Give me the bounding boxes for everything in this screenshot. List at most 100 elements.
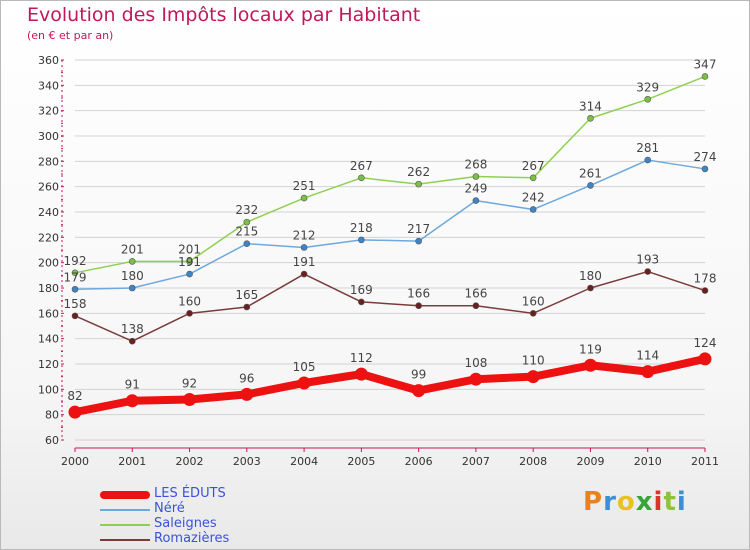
- data-point: [472, 302, 480, 310]
- data-label: 274: [694, 150, 717, 164]
- data-point: [243, 303, 251, 311]
- data-point: [183, 392, 197, 406]
- data-point: [300, 270, 308, 278]
- logo-letter: r: [603, 487, 617, 517]
- legend-label-saleignes: Saleignes: [154, 516, 217, 531]
- data-point: [186, 270, 193, 278]
- logo-letter: o: [616, 487, 636, 517]
- x-tick-label: 2003: [233, 455, 261, 468]
- data-point: [472, 173, 480, 180]
- data-label: 192: [64, 254, 87, 268]
- series-line: [71, 354, 709, 417]
- x-tick-label: 2001: [118, 455, 146, 468]
- chart-title: Evolution des Impôts locaux par Habitant: [27, 4, 421, 26]
- data-label: 268: [464, 158, 487, 172]
- data-point: [128, 284, 136, 292]
- data-label: 249: [464, 182, 487, 196]
- series-line: [74, 75, 706, 274]
- data-point: [641, 365, 655, 379]
- y-tick-label: 80: [45, 409, 59, 422]
- data-label: 267: [522, 159, 545, 173]
- data-point: [529, 310, 537, 317]
- data-point: [701, 165, 709, 173]
- data-label: 179: [64, 270, 87, 284]
- data-point: [415, 237, 422, 245]
- data-label: 158: [64, 297, 87, 311]
- data-point: [71, 312, 79, 320]
- data-point: [354, 367, 368, 381]
- x-tick-label: 2010: [634, 455, 662, 468]
- data-label: 261: [579, 166, 602, 180]
- y-tick-label: 160: [38, 307, 59, 320]
- data-point: [358, 174, 365, 182]
- logo-letter: P: [583, 487, 604, 517]
- y-tick-label: 200: [38, 257, 59, 270]
- y-tick-label: 300: [38, 130, 59, 143]
- logo-letter: x: [635, 487, 654, 517]
- data-point: [526, 370, 540, 384]
- data-label: 114: [636, 349, 659, 363]
- data-label: 165: [235, 288, 258, 302]
- data-point: [128, 258, 136, 265]
- data-label: 160: [522, 294, 545, 308]
- data-label: 180: [579, 269, 602, 283]
- data-point: [415, 302, 422, 310]
- data-point: [412, 384, 426, 398]
- y-tick-label: 60: [45, 434, 59, 447]
- data-point: [243, 218, 251, 226]
- data-label: 212: [293, 228, 316, 242]
- data-label: 329: [636, 80, 659, 94]
- data-point: [644, 268, 652, 275]
- data-point: [701, 287, 709, 294]
- legend-label-les-eduts: LES ÉDUTS: [154, 486, 226, 501]
- x-tick-label: 2009: [576, 455, 604, 468]
- y-tick-label: 140: [38, 333, 59, 346]
- legend-label-nere: Néré: [154, 501, 185, 516]
- y-tick-label: 240: [38, 206, 59, 219]
- data-point: [125, 394, 139, 408]
- y-tick-label: 280: [38, 155, 59, 168]
- legend-swatch-romazieres: [100, 539, 150, 541]
- y-tick-label: 100: [38, 383, 59, 396]
- x-tick-label: 2008: [519, 455, 547, 468]
- data-label: 166: [464, 287, 487, 301]
- data-label: 267: [350, 159, 373, 173]
- data-label: 105: [293, 360, 316, 374]
- data-point: [587, 114, 594, 122]
- data-label: 108: [464, 356, 487, 370]
- y-tick-label: 180: [38, 282, 59, 295]
- x-tick-label: 2005: [347, 455, 375, 468]
- data-point: [472, 197, 480, 204]
- data-label: 193: [636, 253, 659, 267]
- x-tick-label: 2002: [176, 455, 204, 468]
- x-tick-label: 2011: [691, 455, 719, 468]
- data-label: 262: [407, 165, 430, 179]
- data-label: 242: [522, 190, 545, 204]
- legend-swatch-saleignes: [100, 524, 150, 526]
- data-point: [68, 405, 82, 419]
- y-tick-label: 360: [38, 54, 59, 67]
- data-point: [186, 310, 193, 317]
- legend-label-romazieres: Romazières: [154, 531, 230, 546]
- data-label: 138: [121, 322, 144, 336]
- data-label: 119: [579, 342, 602, 356]
- x-tick-label: 2004: [290, 455, 318, 468]
- x-tick-label: 2006: [405, 455, 433, 468]
- y-tick-label: 340: [38, 79, 59, 92]
- data-point: [297, 376, 311, 390]
- data-label: 218: [350, 221, 373, 235]
- y-tick-label: 260: [38, 181, 59, 194]
- x-tick-label: 2007: [462, 455, 490, 468]
- y-tick-label: 320: [38, 105, 59, 118]
- data-point: [71, 269, 79, 277]
- data-point: [644, 95, 652, 103]
- data-label: 217: [407, 222, 430, 236]
- data-point: [529, 174, 537, 182]
- series-line: [74, 270, 706, 342]
- data-point: [583, 358, 597, 372]
- data-label: 166: [407, 287, 430, 301]
- data-point: [358, 236, 365, 244]
- data-label: 191: [178, 255, 201, 269]
